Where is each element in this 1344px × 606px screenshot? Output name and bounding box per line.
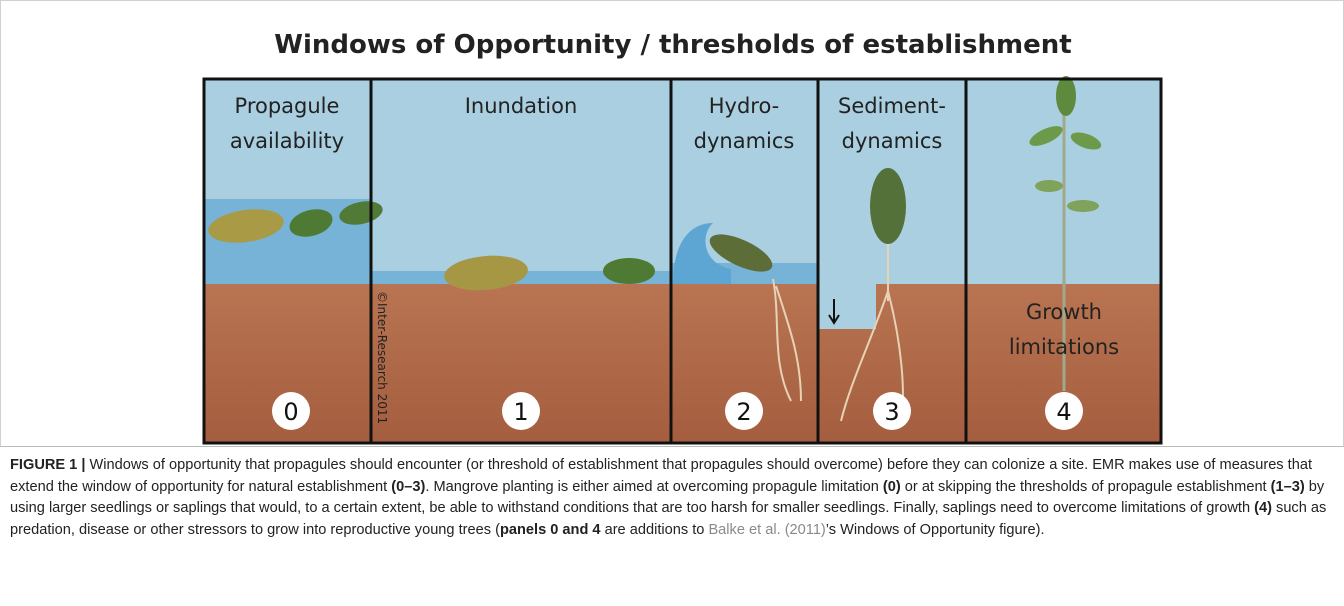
caption-text: by using larger seedlings or saplings th…	[10, 478, 1325, 517]
panel-label: Inundation	[465, 94, 578, 118]
panel-label: dynamics	[842, 129, 943, 153]
panel-label: Sediment-	[838, 94, 946, 118]
caption-label: FIGURE 1 |	[10, 457, 86, 473]
figure-image: Windows of Opportunity / thresholds of e…	[202, 30, 1163, 445]
copyright: ©Inter-Research 2011	[375, 291, 389, 424]
figure-frame: Windows of Opportunity / thresholds of e…	[0, 0, 1344, 447]
panel-number: 4	[1056, 398, 1071, 426]
caption-text: or at skipping the thresholds of propagu…	[900, 478, 1271, 495]
caption-bold: (4)	[1254, 500, 1272, 517]
caption-bold: (0)	[882, 478, 901, 495]
caption: FIGURE 1 | Windows of opportunity that p…	[10, 455, 1335, 541]
caption-text: are additions to	[600, 521, 709, 538]
figure-title: Windows of Opportunity / thresholds of e…	[274, 30, 1071, 60]
panel-label: Growth	[1026, 300, 1102, 324]
caption-bold: panels 0 and 4	[499, 521, 601, 538]
panel-label: Hydro-	[709, 94, 780, 118]
panel-number: 3	[884, 398, 899, 426]
panel-numbers: 0 1 2 3 4	[272, 392, 1083, 430]
panel-label: dynamics	[694, 129, 795, 153]
panel-number: 1	[513, 398, 528, 426]
caption-text: such as predation, disease or other stre…	[10, 500, 1327, 538]
panel-number: 0	[283, 398, 298, 426]
citation-link[interactable]: Balke et al. (2011)	[708, 521, 826, 538]
panel-label: limitations	[1009, 335, 1119, 359]
caption-bold: (0–3)	[391, 478, 426, 495]
panel-dividers	[202, 77, 1163, 445]
caption-text: ’s Windows of Opportunity figure).	[825, 521, 1045, 538]
panel-backgrounds	[204, 79, 1161, 443]
panel-label: availability	[230, 129, 344, 153]
caption-text: . Mangrove planting is either aimed at o…	[425, 478, 883, 495]
panel-number: 2	[736, 398, 751, 426]
caption-bold: (1–3)	[1270, 478, 1305, 495]
caption-text: Windows of opportunity that propagules s…	[10, 457, 1313, 495]
panel-label: Propagule	[235, 94, 340, 118]
